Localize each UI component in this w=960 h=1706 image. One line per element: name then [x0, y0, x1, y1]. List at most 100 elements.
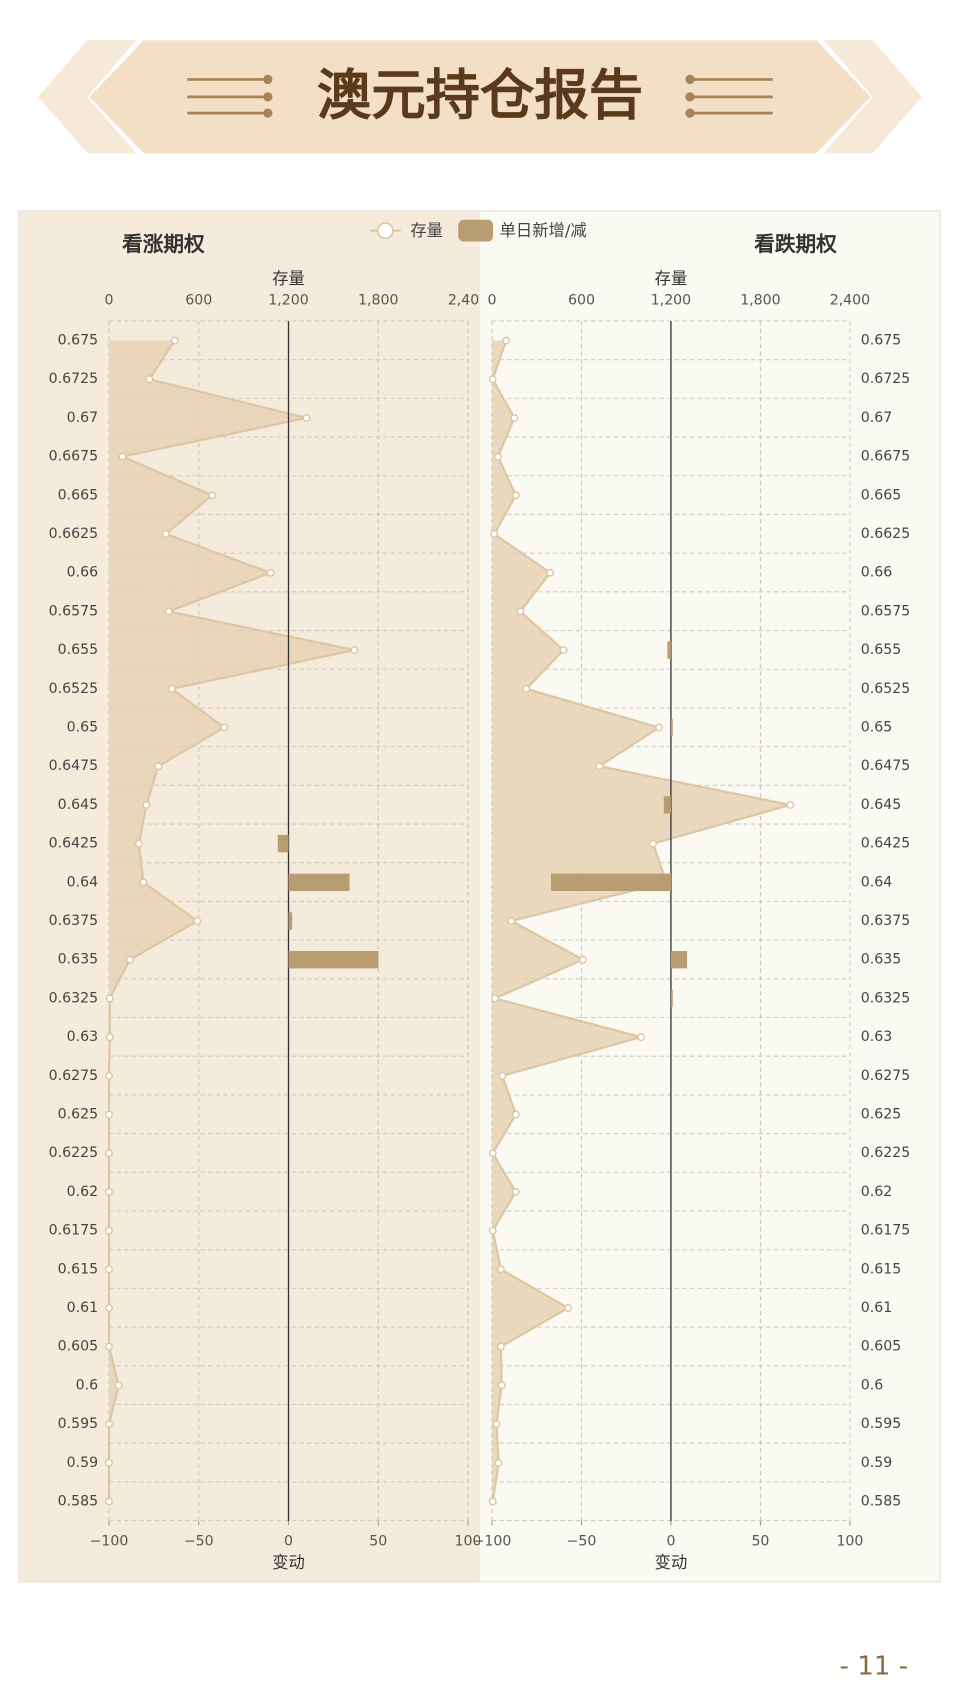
y-tick-label: 0.6425	[861, 836, 910, 852]
y-tick-label: 0.665	[58, 487, 98, 503]
chevron	[38, 40, 137, 154]
y-tick-label: 0.615	[58, 1261, 98, 1277]
y-tick-label: 0.645	[58, 797, 98, 813]
point	[511, 491, 520, 500]
point	[786, 800, 795, 809]
point	[488, 1497, 497, 1506]
y-tick-label: 0.635	[861, 952, 901, 968]
point	[118, 452, 127, 461]
y-tick-label: 0.605	[58, 1339, 98, 1355]
point	[498, 1071, 507, 1080]
point	[350, 646, 359, 655]
point	[579, 955, 587, 964]
y-tick-label: 0.65	[861, 720, 892, 736]
y-tick-label: 0.6475	[861, 758, 910, 774]
y-tick-label: 0.6375	[861, 913, 910, 929]
point	[105, 1458, 113, 1467]
y-tick-label: 0.6675	[861, 449, 910, 465]
page-number: - 11 -	[840, 1651, 909, 1681]
y-tick-label: 0.655	[58, 642, 98, 658]
x2-tick-label: −50	[567, 1534, 597, 1550]
point	[145, 375, 154, 384]
x-tick-label: 0	[104, 292, 113, 308]
y-tick-label: 0.665	[861, 487, 901, 503]
point	[105, 1149, 113, 1158]
panel-background	[18, 211, 480, 1582]
point	[105, 1226, 113, 1235]
y-tick-label: 0.64	[67, 874, 98, 890]
point	[193, 917, 202, 925]
y-tick-label: 0.63	[67, 1029, 98, 1045]
point	[105, 1187, 113, 1196]
y-tick-label: 0.6225	[49, 1145, 98, 1161]
y-tick-label: 0.615	[861, 1261, 901, 1277]
y-tick-label: 0.595	[58, 1416, 98, 1432]
point	[208, 491, 217, 500]
y-tick-label: 0.6575	[49, 603, 98, 619]
bar	[670, 989, 673, 1008]
point	[170, 336, 179, 345]
banner	[89, 40, 871, 154]
y-tick-label: 0.6325	[861, 990, 910, 1006]
y-tick-label: 0.585	[58, 1493, 98, 1509]
bar	[288, 950, 379, 969]
y-tick-label: 0.6	[861, 1377, 883, 1393]
x-tick-label: 1,800	[358, 292, 398, 308]
y-tick-label: 0.645	[861, 797, 901, 813]
y-tick-label: 0.6275	[861, 1068, 910, 1084]
y-tick-label: 0.6725	[861, 371, 910, 387]
area-fill	[108, 340, 355, 1502]
y-tick-label: 0.6275	[49, 1068, 98, 1084]
point	[511, 1110, 520, 1119]
point	[522, 684, 531, 693]
x-axis-title: 存量	[272, 269, 305, 288]
point	[511, 1187, 520, 1196]
y-tick-label: 0.6175	[861, 1223, 910, 1239]
y-tick-label: 0.62	[67, 1184, 98, 1200]
point	[510, 414, 519, 422]
point	[497, 1381, 506, 1390]
x2-tick-label: 50	[751, 1534, 769, 1550]
y-tick-label: 0.625	[58, 1106, 98, 1122]
y-tick-label: 0.6225	[861, 1145, 910, 1161]
panel-title: 看跌期权	[754, 232, 837, 256]
page-title: 澳元持仓报告	[317, 64, 643, 127]
point	[167, 684, 176, 693]
legend-label: 单日新增/减	[500, 221, 587, 240]
point	[559, 646, 568, 655]
x2-axis-title: 变动	[655, 1553, 688, 1572]
y-tick-label: 0.625	[861, 1106, 901, 1122]
y-tick-label: 0.6725	[49, 371, 98, 387]
point	[488, 375, 497, 384]
y-tick-label: 0.62	[861, 1184, 892, 1200]
y-tick-label: 0.6375	[49, 913, 98, 929]
bar	[551, 873, 671, 892]
chart-panel: 看跌期权 0 600 1,200 1,800 2,400 存量 −100 −50 0 50 100 变动…	[473, 211, 941, 1582]
x-tick-label: 600	[185, 292, 212, 308]
y-tick-label: 0.675	[861, 333, 901, 349]
point	[105, 1033, 114, 1042]
point	[105, 1497, 113, 1506]
x2-tick-label: 50	[369, 1534, 387, 1550]
y-tick-label: 0.6575	[861, 603, 910, 619]
point	[502, 336, 511, 345]
point	[266, 568, 275, 577]
legend-swatch	[458, 219, 494, 242]
x-axis-title: 存量	[655, 269, 688, 288]
point	[302, 414, 311, 422]
point	[655, 723, 663, 732]
y-tick-label: 0.66	[67, 565, 98, 581]
point	[595, 762, 604, 771]
panel-frame	[18, 210, 941, 1583]
x2-tick-label: −100	[473, 1534, 512, 1550]
point	[134, 839, 143, 848]
x2-tick-label: 0	[666, 1534, 675, 1550]
y-tick-label: 0.6675	[49, 449, 98, 465]
header-banner: 澳元持仓报告	[38, 40, 922, 154]
point	[516, 607, 525, 616]
x2-tick-label: −100	[90, 1534, 129, 1550]
x-tick-label: 2,400	[448, 292, 488, 308]
point	[488, 1226, 497, 1235]
bar	[663, 796, 671, 814]
